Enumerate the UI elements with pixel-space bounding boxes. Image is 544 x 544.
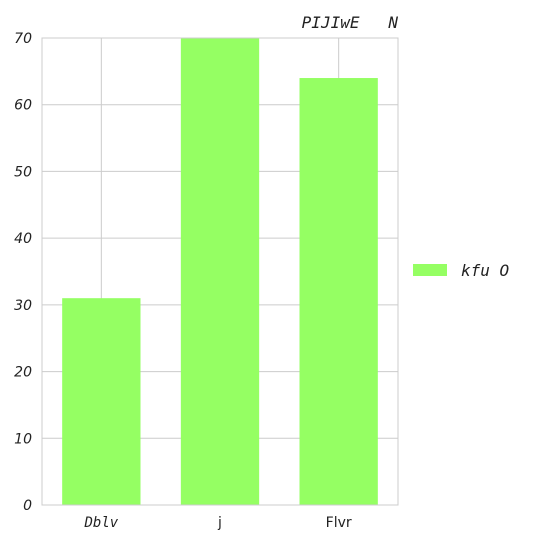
legend: kfu O <box>413 261 509 280</box>
y-tick-label: 40 <box>14 231 32 247</box>
y-tick-label: 10 <box>14 431 32 447</box>
y-tick-label: 20 <box>14 365 32 381</box>
y-tick-label: 0 <box>23 498 32 514</box>
x-tick-label: j <box>217 515 222 531</box>
legend-swatch <box>413 264 447 276</box>
x-tick-label: Flvr <box>326 515 352 531</box>
y-tick-label: 60 <box>14 98 32 114</box>
y-tick-label: 50 <box>14 164 32 180</box>
bars <box>62 38 378 506</box>
bar <box>299 78 378 506</box>
plot-frame <box>41 37 399 506</box>
y-axis-ticks: 0 10 20 30 40 50 60 70 <box>14 31 32 514</box>
legend-label: kfu O <box>461 261 509 280</box>
bar <box>180 38 260 505</box>
x-tick-label: Dblv <box>83 515 118 531</box>
y-tick-label: 70 <box>14 31 32 47</box>
y-tick-label: 30 <box>14 298 32 314</box>
x-axis-ticks: Dblv j Flvr <box>83 515 351 531</box>
chart-title: PIJIwE N <box>302 13 399 32</box>
bar <box>62 298 141 505</box>
